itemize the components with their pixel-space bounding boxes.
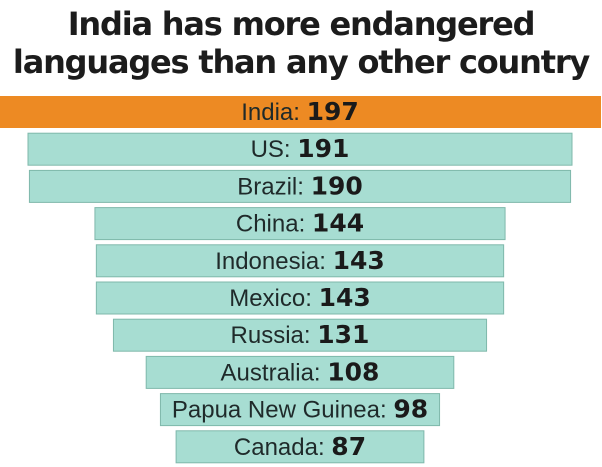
category-label: Australia: (221, 359, 328, 386)
bar-australia (145, 355, 455, 389)
category-label: Mexico: (229, 285, 318, 312)
bar-label-china: China: 144 (236, 209, 364, 238)
bar-label-indonesia: Indonesia: 143 (215, 246, 385, 275)
category-label: Brazil: (237, 173, 310, 200)
bar-label-brazil: Brazil: 190 (237, 171, 363, 200)
bar-india (0, 96, 601, 128)
chart-title-line-1: India has more endangered (67, 5, 536, 43)
value-label: 190 (311, 171, 363, 200)
category-label: Canada: (234, 434, 331, 461)
bar-us (27, 132, 573, 166)
bar-indonesia (95, 244, 505, 278)
chart-title-line-2: languages than any other country (12, 43, 590, 81)
bar-label-canada: Canada: 87 (234, 432, 366, 461)
value-label: 143 (319, 283, 371, 312)
bar-label-india: India: 197 (241, 97, 359, 126)
bar-brazil (28, 169, 572, 203)
category-label: Russia: (231, 322, 318, 349)
bar-papua-new-guinea (159, 393, 441, 427)
value-label: 98 (393, 395, 428, 424)
category-label: China: (236, 211, 312, 238)
bar-mexico (95, 281, 505, 315)
value-label: 143 (333, 246, 385, 275)
category-label: US: (251, 136, 298, 163)
category-label: India: (241, 99, 306, 126)
bar-label-us: US: 191 (251, 134, 350, 163)
value-label: 191 (297, 134, 349, 163)
bar-label-papua-new-guinea: Papua New Guinea: 98 (172, 395, 428, 424)
bar-label-mexico: Mexico: 143 (229, 283, 371, 312)
bar-canada (175, 430, 425, 464)
bar-russia (112, 318, 488, 352)
category-label: Indonesia: (215, 248, 332, 275)
category-label: Papua New Guinea: (172, 397, 393, 424)
bar-label-russia: Russia: 131 (231, 320, 370, 349)
value-label: 144 (312, 209, 364, 238)
value-label: 87 (331, 432, 366, 461)
bar-china (94, 207, 506, 241)
bar-label-australia: Australia: 108 (221, 357, 380, 386)
value-label: 108 (327, 357, 379, 386)
value-label: 131 (317, 320, 369, 349)
value-label: 197 (307, 97, 359, 126)
